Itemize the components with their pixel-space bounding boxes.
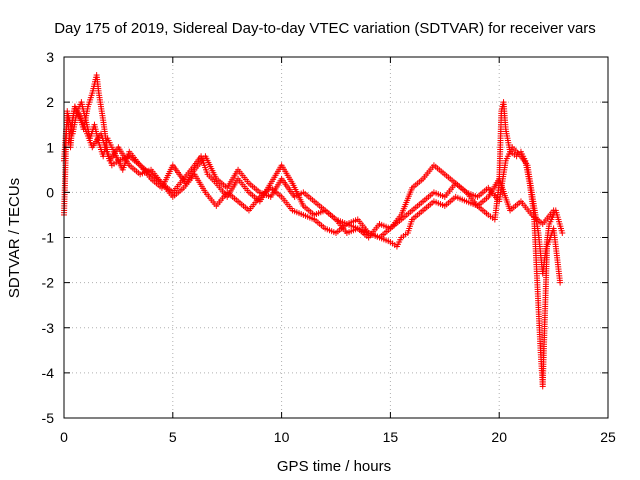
- x-tick-label: 15: [383, 429, 399, 445]
- y-tick-label: -3: [42, 320, 55, 336]
- x-tick-label: 0: [60, 429, 68, 445]
- y-axis-title: SDTVAR / TECUs: [6, 178, 23, 298]
- data-points: [61, 72, 566, 390]
- y-tick-label: 1: [46, 139, 54, 155]
- y-tick-label: -1: [42, 230, 55, 246]
- x-tick-label: 20: [491, 429, 507, 445]
- x-tick-label: 25: [600, 429, 616, 445]
- y-tick-label: -2: [42, 275, 55, 291]
- grid-layer: [64, 57, 608, 418]
- x-tick-label: 10: [274, 429, 290, 445]
- y-tick-label: 2: [46, 94, 54, 110]
- y-tick-label: -4: [42, 365, 55, 381]
- x-tick-label: 5: [169, 429, 177, 445]
- data-point: [550, 207, 557, 214]
- chart-title: Day 175 of 2019, Sidereal Day-to-day VTE…: [54, 20, 596, 37]
- data-point: [557, 279, 564, 286]
- axis-layer: 0 5 10 15 20 25 -5 -4 -3 -2 -1 0 1 2 3: [42, 49, 616, 445]
- data-point: [559, 229, 566, 236]
- y-tick-label: -5: [42, 410, 55, 426]
- y-tick-label: 3: [46, 49, 54, 65]
- y-tick-label: 0: [46, 184, 54, 200]
- x-axis-title: GPS time / hours: [277, 458, 391, 475]
